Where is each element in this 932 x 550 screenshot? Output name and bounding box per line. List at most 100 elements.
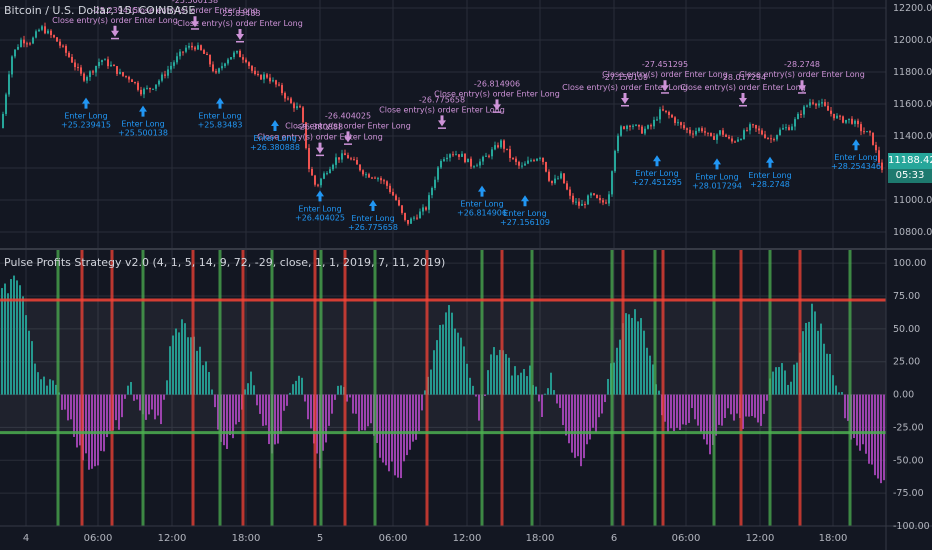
close-value: -26.404025 (325, 111, 371, 120)
candle-body (692, 133, 694, 135)
entry-label: Enter Long (460, 200, 503, 209)
entry-value: +28.017294 (692, 181, 742, 190)
histogram-bar (445, 312, 447, 395)
candle-body (266, 74, 268, 78)
histogram-bar (295, 380, 297, 395)
candle-body (677, 122, 679, 124)
close-arrow-base (344, 143, 352, 145)
candle-body (695, 131, 697, 135)
histogram-bar (115, 394, 117, 421)
histogram-bar (589, 394, 591, 440)
histogram-bar (211, 389, 213, 395)
histogram-bar (379, 394, 381, 458)
candle-body (104, 59, 106, 61)
candle-body (416, 217, 418, 219)
histogram-bar (262, 394, 264, 426)
histogram-bar (4, 283, 6, 395)
histogram-bar (334, 394, 336, 400)
candle-body (770, 138, 772, 140)
candle-body (806, 105, 808, 107)
histogram-bar (382, 394, 384, 463)
symbol-title[interactable]: Bitcoin / U.S. Dollar, 15, COINBASE (4, 4, 196, 17)
price-series[interactable] (2, 22, 883, 226)
histogram-bar (847, 394, 849, 421)
candle-body (527, 160, 529, 164)
price-tick-label: 12000.00 (893, 35, 932, 46)
close-arrow-icon (316, 142, 324, 154)
candle-body (743, 130, 745, 140)
time-tick-label: 18:00 (232, 533, 261, 544)
candle-body (467, 158, 469, 163)
indicator-title[interactable]: Pulse Profits Strategy v2.0 (4, 1, 5, 14… (4, 256, 446, 269)
candle-body (614, 151, 616, 172)
close-arrow-base (798, 92, 806, 94)
histogram-bar (172, 335, 174, 395)
candle-body (158, 80, 160, 85)
candle-body (122, 72, 124, 76)
candle-body (566, 183, 568, 190)
candle-body (245, 59, 247, 63)
histogram-bar (724, 394, 726, 419)
histogram-bar (46, 385, 48, 395)
osc-tick-label: 75.00 (893, 291, 920, 302)
histogram-bar (28, 330, 30, 395)
close-label: Close entry(s) order Enter Long (132, 6, 258, 15)
candle-body (44, 26, 46, 34)
histogram-bar (649, 355, 651, 395)
histogram-bar (679, 394, 681, 430)
candle-body (635, 124, 637, 126)
histogram-bar (556, 394, 558, 404)
candle-body (392, 191, 394, 196)
candle-body (581, 203, 583, 206)
candle-body (446, 157, 448, 160)
candle-body (209, 54, 211, 65)
histogram-bar (535, 386, 537, 395)
osc-tick-label: -100.00 (893, 521, 930, 532)
candle-body (674, 117, 676, 123)
signal-markers (56, 250, 852, 526)
candle-body (152, 88, 154, 90)
histogram-bar (13, 275, 15, 395)
histogram-bar (625, 313, 627, 395)
histogram-bar (463, 346, 465, 395)
histogram-bar (121, 394, 123, 418)
osc-tick-label: -75.00 (893, 488, 924, 499)
histogram-bar (247, 383, 249, 395)
entry-value: +26.380888 (250, 143, 300, 152)
histogram-bar (787, 384, 789, 395)
histogram-bar (562, 394, 564, 426)
histogram-bar (394, 394, 396, 476)
histogram-bar (868, 394, 870, 464)
candle-body (236, 50, 238, 53)
candle-body (221, 66, 223, 69)
histogram-bar (742, 394, 744, 429)
histogram-bar (598, 394, 600, 418)
candle-body (14, 49, 16, 57)
candle-body (155, 84, 157, 89)
histogram-bar (397, 394, 399, 478)
close-arrow-base (661, 92, 669, 94)
histogram-bar (415, 394, 417, 440)
histogram-bar (883, 394, 885, 481)
candle-body (53, 35, 55, 38)
candle-body (68, 52, 70, 57)
candle-body (824, 102, 826, 106)
histogram-bar (22, 296, 24, 395)
candle-body (305, 122, 307, 149)
histogram-bar (826, 353, 828, 395)
histogram-bar (418, 394, 420, 432)
entry-value: +26.775658 (348, 223, 398, 232)
histogram-bar (499, 349, 501, 395)
candle-body (554, 178, 556, 184)
close-arrow-base (739, 105, 747, 107)
time-tick-label: 06:00 (672, 533, 701, 544)
candle-body (569, 189, 571, 196)
candle-body (383, 180, 385, 182)
candle-body (263, 74, 265, 80)
histogram-bar (559, 394, 561, 408)
candle-body (575, 201, 577, 203)
histogram-bar (613, 362, 615, 395)
candle-body (875, 144, 877, 151)
histogram-bar (340, 385, 342, 395)
